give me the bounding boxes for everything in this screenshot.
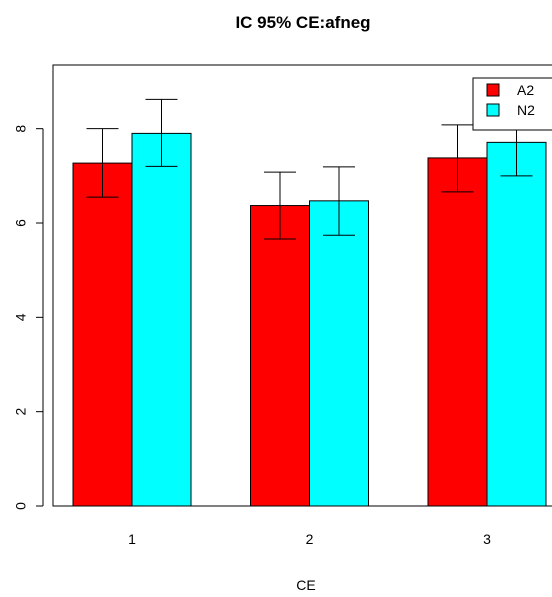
legend-swatch-A2	[486, 83, 500, 97]
bar-A2-1	[72, 162, 133, 507]
bar-A2-3	[427, 157, 488, 507]
legend-label-N2: N2	[517, 102, 535, 118]
y-axis: 0 2 4 6 8	[13, 125, 44, 510]
x-axis: 1 2 3	[128, 531, 491, 547]
bar-N2-1	[131, 132, 192, 507]
x-tick-label: 3	[483, 531, 491, 547]
legend-box	[472, 77, 552, 131]
bar-N2-2	[309, 200, 369, 507]
x-tick-label: 2	[306, 531, 314, 547]
y-tick-label: 0	[13, 502, 29, 510]
x-tick-label: 1	[128, 531, 136, 547]
y-tick-label: 8	[13, 125, 29, 133]
y-tick-label: 6	[13, 219, 29, 227]
bars	[72, 132, 547, 507]
bar-A2-2	[250, 205, 310, 507]
legend-label-A2: A2	[517, 82, 534, 98]
x-axis-label: CE	[296, 577, 315, 593]
y-tick-label: 2	[13, 408, 29, 416]
chart-title: IC 95% CE:afneg	[235, 13, 370, 32]
bar-N2-3	[486, 141, 547, 507]
y-tick-label: 4	[13, 313, 29, 321]
error-bars	[86, 98, 533, 240]
legend-swatch-N2	[486, 103, 500, 117]
